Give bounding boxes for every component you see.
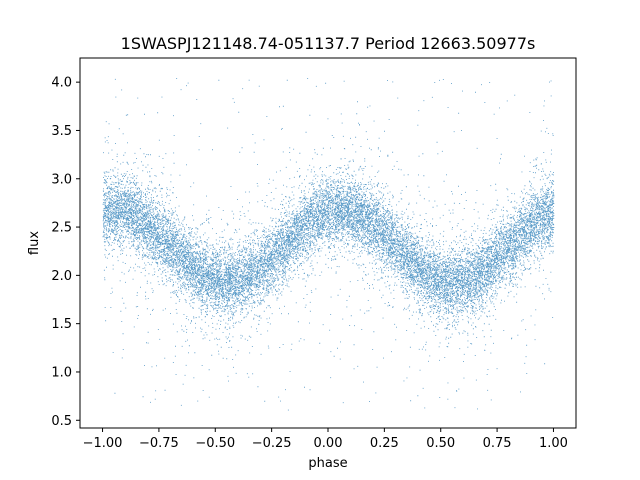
y-tick-label: 3.5 <box>51 124 72 139</box>
x-tick-label: −0.50 <box>195 436 235 451</box>
y-tick-label: 0.5 <box>51 414 72 429</box>
x-tick-label: −0.75 <box>139 436 179 451</box>
x-tick-label: 0.75 <box>483 436 512 451</box>
x-axis: −1.00 −0.75 −0.50 −0.25 0.00 0.25 0.50 0.75 1.00 <box>83 428 568 451</box>
x-tick-label: −0.25 <box>252 436 292 451</box>
x-tick-label: −1.00 <box>83 436 123 451</box>
scatter-point <box>102 78 555 411</box>
y-tick-label: 1.5 <box>51 317 72 332</box>
x-tick-label: 0.25 <box>370 436 399 451</box>
y-tick-label: 4.0 <box>51 76 72 91</box>
y-tick-label: 1.0 <box>51 365 72 380</box>
y-tick-label: 3.0 <box>51 172 72 187</box>
x-axis-label: phase <box>308 456 347 471</box>
plot-frame <box>79 57 577 429</box>
y-axis-label: flux <box>27 231 42 255</box>
x-tick-label: 1.00 <box>539 436 568 451</box>
x-tick-label: 0.00 <box>314 436 343 451</box>
y-tick-label: 2.5 <box>51 221 72 236</box>
y-tick-label: 2.0 <box>51 269 72 284</box>
y-axis: 0.5 1.0 1.5 2.0 2.5 3.0 3.5 4.0 <box>51 76 80 429</box>
x-tick-label: 0.50 <box>426 436 455 451</box>
chart-title: 1SWASPJ121148.74-051137.7 Period 12663.5… <box>121 34 536 53</box>
scatter-points <box>102 78 555 411</box>
